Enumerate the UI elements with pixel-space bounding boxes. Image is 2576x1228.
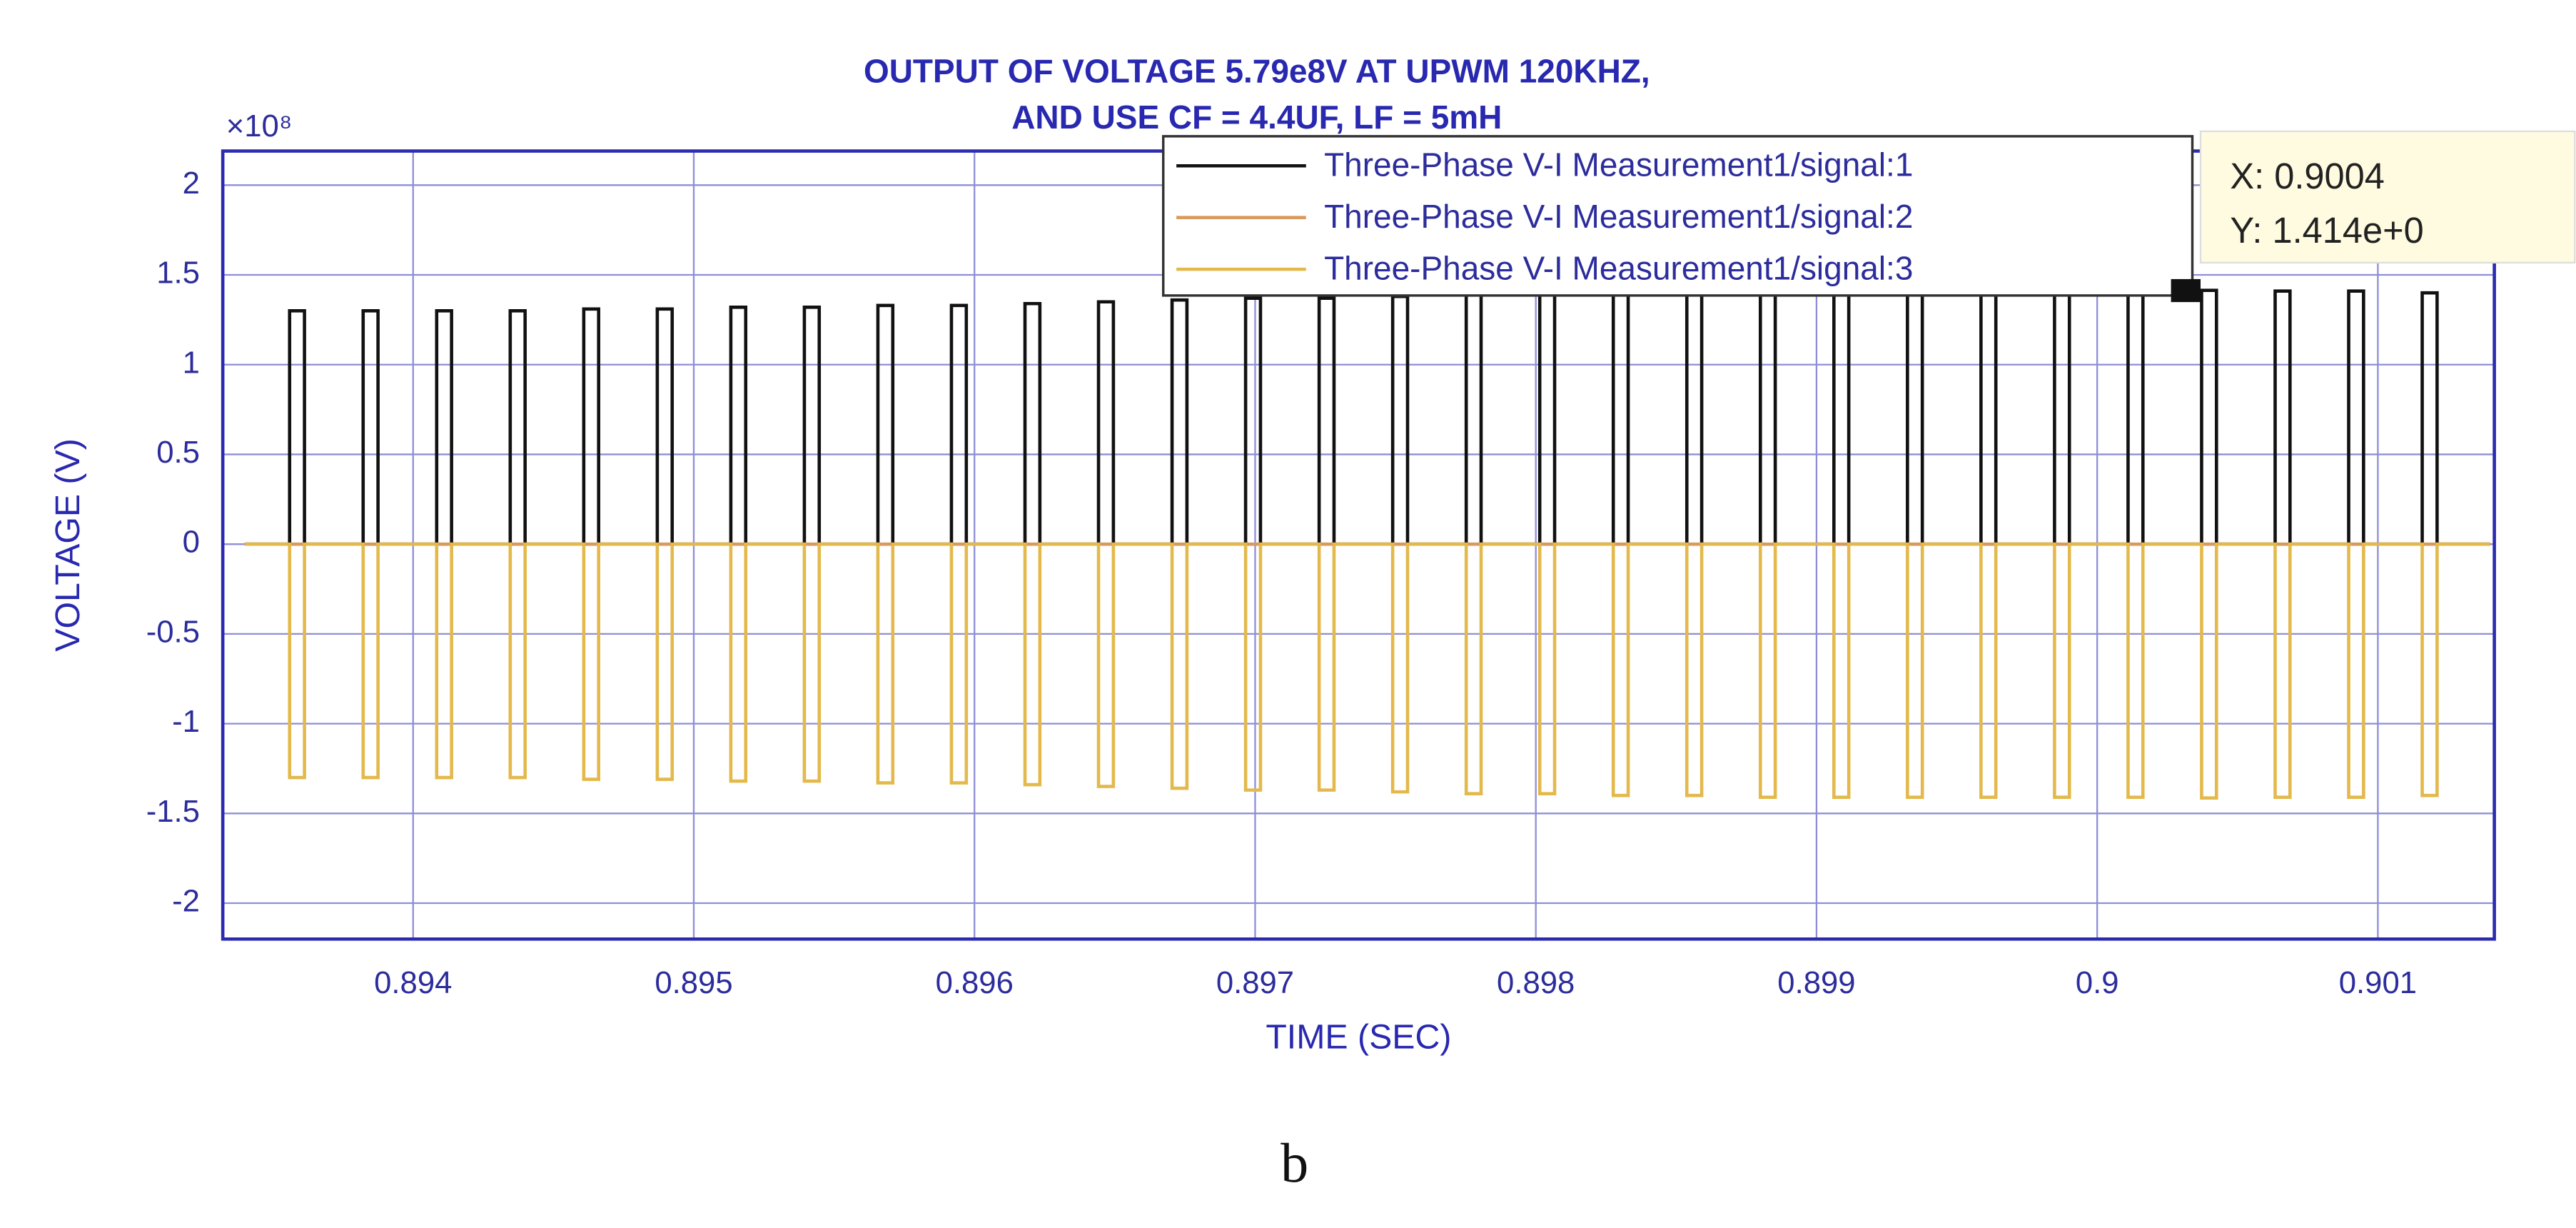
y-tick-label: 2: [183, 166, 200, 201]
y-tick-label: 1: [183, 345, 200, 380]
x-tick-label: 0.896: [936, 965, 1014, 1000]
x-tick-label: 0.899: [1777, 965, 1855, 1000]
datatip-marker: [2171, 278, 2201, 303]
datatip-text: Y: 1.414e+0: [2230, 210, 2423, 251]
x-axis-label: TIME (SEC): [1266, 1017, 1451, 1056]
x-tick-label: 0.894: [374, 965, 452, 1000]
caption: b: [1281, 1132, 1308, 1194]
y-multiplier: ×10⁸: [226, 109, 293, 144]
y-tick-label: -0.5: [146, 614, 200, 649]
x-tick-label: 0.9: [2076, 965, 2119, 1000]
y-tick-label: 1.5: [156, 256, 200, 291]
chart-title: OUTPUT OF VOLTAGE 5.79e8V AT UPWM 120KHZ…: [864, 53, 1650, 90]
legend-label: Three-Phase V-I Measurement1/signal:2: [1324, 198, 1913, 235]
legend-box: [1162, 135, 2194, 297]
y-tick-label: 0.5: [156, 435, 200, 470]
x-tick-label: 0.897: [1216, 965, 1294, 1000]
x-tick-label: 0.901: [2339, 965, 2417, 1000]
series-line: [244, 542, 2490, 800]
y-tick-label: -1.5: [146, 794, 200, 829]
legend-label: Three-Phase V-I Measurement1/signal:1: [1324, 146, 1913, 183]
y-tick-label: 0: [183, 525, 200, 560]
legend-label: Three-Phase V-I Measurement1/signal:3: [1324, 250, 1913, 287]
y-axis-label: VOLTAGE (V): [49, 438, 87, 652]
y-tick-label: -1: [172, 704, 200, 739]
chart-title: AND USE CF = 4.4UF, LF = 5mH: [1011, 99, 1502, 136]
datatip-box: [2199, 130, 2576, 264]
y-tick-label: -2: [172, 884, 200, 919]
x-tick-label: 0.898: [1497, 965, 1575, 1000]
datatip-text: X: 0.9004: [2230, 156, 2385, 196]
x-tick-label: 0.895: [655, 965, 732, 1000]
